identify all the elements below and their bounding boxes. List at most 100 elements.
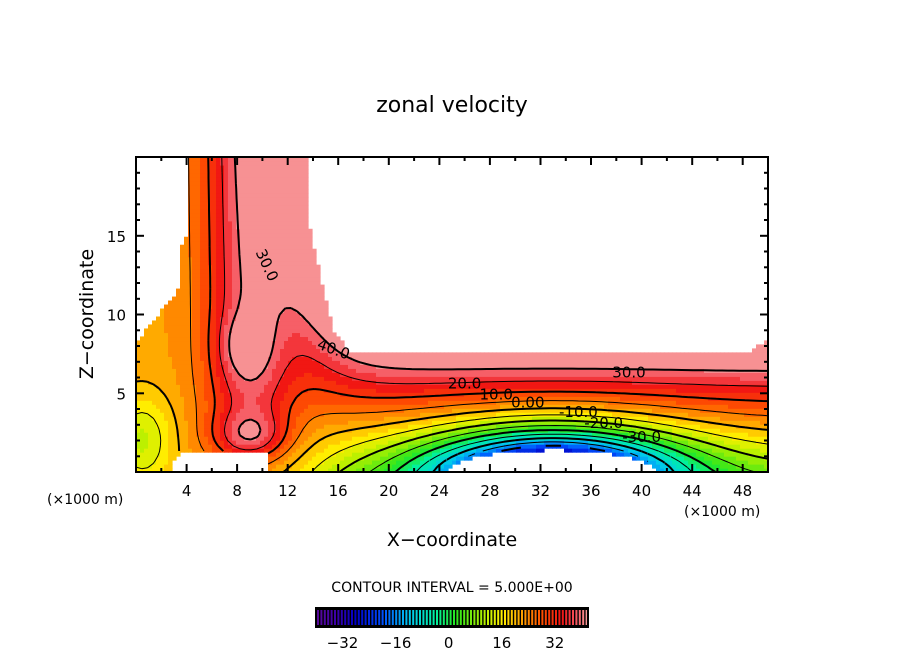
field-cell	[292, 180, 297, 186]
field-cell	[468, 384, 473, 389]
field-cell	[540, 420, 545, 425]
field-cell	[328, 424, 333, 429]
field-cell	[216, 272, 221, 278]
field-cell	[204, 368, 209, 373]
field-cell	[372, 464, 377, 469]
field-cell	[444, 404, 449, 409]
field-cell	[192, 232, 197, 238]
field-cell	[288, 244, 293, 250]
field-cell	[140, 424, 145, 429]
field-cell	[544, 408, 549, 413]
field-cell	[360, 404, 365, 409]
field-cell	[244, 444, 249, 449]
field-cell	[212, 292, 217, 298]
field-cell	[400, 392, 405, 397]
field-cell	[304, 224, 309, 230]
field-cell	[248, 324, 253, 330]
field-cell	[140, 344, 145, 349]
field-cell	[352, 452, 357, 457]
field-cell	[260, 216, 265, 222]
field-cell	[472, 400, 477, 405]
field-cell	[208, 164, 213, 170]
field-cell	[296, 372, 301, 377]
field-cell	[292, 184, 297, 190]
field-cell	[436, 460, 441, 465]
field-cell	[532, 420, 537, 425]
field-cell	[228, 280, 233, 286]
field-cell	[368, 392, 373, 397]
field-cell	[260, 340, 265, 346]
field-cell	[224, 304, 229, 310]
field-cell	[204, 276, 209, 282]
field-cell	[296, 440, 301, 445]
field-cell	[416, 460, 421, 465]
field-cell	[292, 428, 297, 433]
field-cell	[236, 264, 241, 270]
field-cell	[264, 432, 269, 437]
field-cell	[336, 400, 341, 405]
field-cell	[276, 432, 281, 437]
field-cell	[240, 172, 245, 178]
field-cell	[520, 420, 525, 425]
field-cell	[140, 368, 145, 373]
field-cell	[260, 440, 265, 445]
field-cell	[356, 432, 361, 437]
field-cell	[364, 460, 369, 465]
field-cell	[368, 396, 373, 401]
field-cell	[264, 316, 269, 322]
field-cell	[268, 208, 273, 214]
field-cell	[388, 404, 393, 409]
field-cell	[192, 284, 197, 290]
field-cell	[248, 400, 253, 405]
field-cell	[280, 176, 285, 182]
field-cell	[252, 180, 257, 186]
field-cell	[208, 344, 213, 349]
field-cell	[152, 376, 157, 381]
field-cell	[196, 192, 201, 198]
field-cell	[456, 432, 461, 437]
field-cell	[344, 468, 349, 472]
field-cell	[204, 392, 209, 397]
field-cell	[212, 328, 217, 334]
field-cell	[184, 244, 189, 250]
field-cell	[280, 224, 285, 230]
field-cell	[184, 348, 189, 353]
field-cell	[216, 416, 221, 421]
field-cell	[204, 228, 209, 234]
field-cell	[296, 192, 301, 198]
field-cell	[484, 352, 489, 357]
field-cell	[256, 372, 261, 377]
field-cell	[232, 252, 237, 258]
field-cell	[236, 188, 241, 194]
field-cell	[296, 184, 301, 190]
field-cell	[260, 408, 265, 413]
field-cell	[308, 260, 313, 266]
field-cell	[360, 432, 365, 437]
field-cell	[388, 380, 393, 385]
field-cell	[176, 352, 181, 357]
field-cell	[532, 384, 537, 389]
field-cell	[600, 404, 605, 409]
field-cell	[188, 356, 193, 361]
field-cell	[220, 288, 225, 294]
field-cell	[264, 440, 269, 445]
field-cell	[272, 376, 277, 381]
field-cell	[200, 164, 205, 170]
field-cell	[520, 436, 525, 441]
field-cell	[220, 320, 225, 326]
field-cell	[488, 424, 493, 429]
field-cell	[252, 432, 257, 437]
field-cell	[540, 372, 545, 377]
field-cell	[204, 188, 209, 194]
field-cell	[296, 232, 301, 238]
field-cell	[276, 308, 281, 314]
field-cell	[552, 384, 557, 389]
field-cell	[324, 336, 329, 342]
field-cell	[204, 448, 209, 453]
field-cell	[292, 216, 297, 222]
field-cell	[220, 372, 225, 377]
field-cell	[244, 364, 249, 369]
field-cell	[176, 412, 181, 417]
field-cell	[180, 296, 185, 302]
field-cell	[604, 368, 609, 373]
